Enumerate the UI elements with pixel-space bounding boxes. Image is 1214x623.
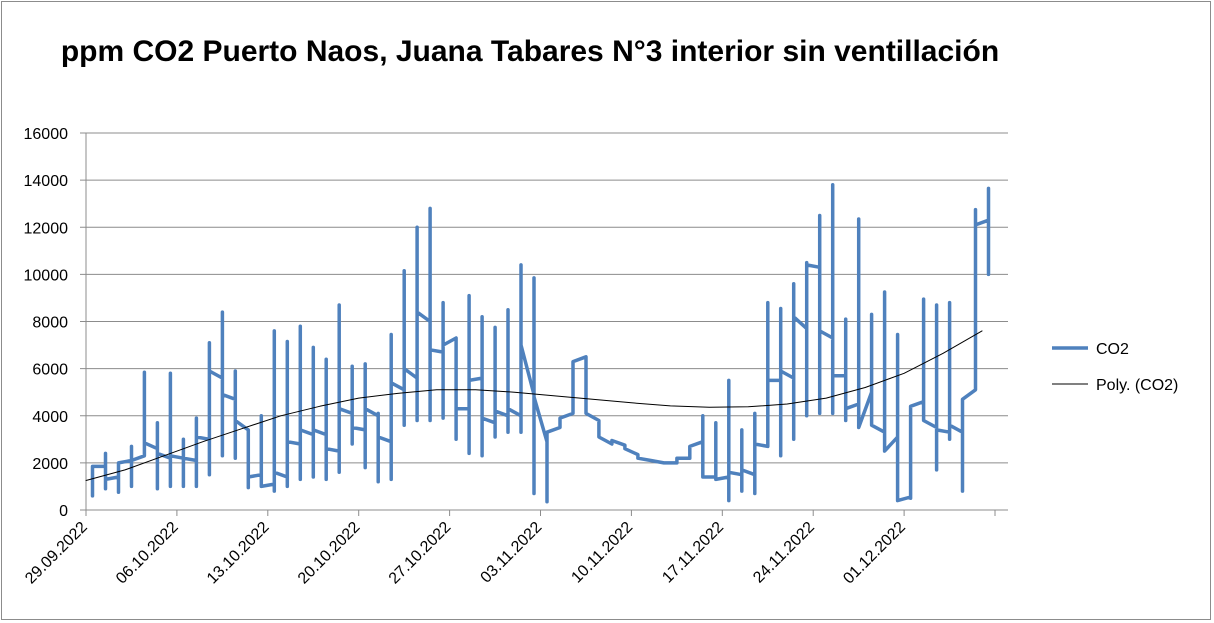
y-axis-ticks: 0 2000 4000 6000 8000 10000 12000 14000 16000 xyxy=(24,126,86,520)
series-line-poly-trend xyxy=(85,330,983,481)
x-tick-label: 03.11.2022 xyxy=(478,519,546,587)
series-layer xyxy=(85,183,991,504)
y-tick-label: 14000 xyxy=(24,173,69,190)
x-tick-label: 24.11.2022 xyxy=(750,519,818,587)
y-tick-label: 0 xyxy=(59,503,68,520)
x-tick-label: 06.10.2022 xyxy=(113,519,182,588)
y-tick-label: 6000 xyxy=(32,362,68,379)
y-tick-label: 12000 xyxy=(24,220,69,237)
legend: CO2 Poly. (CO2) xyxy=(1052,341,1178,394)
series-line-co2 xyxy=(90,183,991,504)
x-tick-label: 27.10.2022 xyxy=(386,519,455,588)
x-tick-label: 29.09.2022 xyxy=(22,519,91,588)
y-tick-label: 10000 xyxy=(24,267,69,284)
x-axis-ticks: 29.09.2022 06.10.2022 13.10.2022 20.10.2022… xyxy=(22,510,996,588)
x-tick-label: 20.10.2022 xyxy=(295,519,364,588)
y-tick-label: 16000 xyxy=(24,126,69,143)
x-tick-label: 17.11.2022 xyxy=(659,519,727,587)
legend-label: Poly. (CO2) xyxy=(1096,377,1178,394)
chart-title: ppm CO2 Puerto Naos, Juana Tabares N°3 i… xyxy=(60,35,1000,68)
legend-label: CO2 xyxy=(1096,341,1129,358)
y-tick-label: 4000 xyxy=(32,409,68,426)
x-tick-label: 13.10.2022 xyxy=(204,519,273,588)
x-tick-label: 10.11.2022 xyxy=(568,519,636,587)
gridlines xyxy=(86,132,1008,464)
x-tick-label: 01.12.2022 xyxy=(840,519,909,588)
y-tick-label: 2000 xyxy=(32,456,68,473)
y-tick-label: 8000 xyxy=(32,315,68,332)
